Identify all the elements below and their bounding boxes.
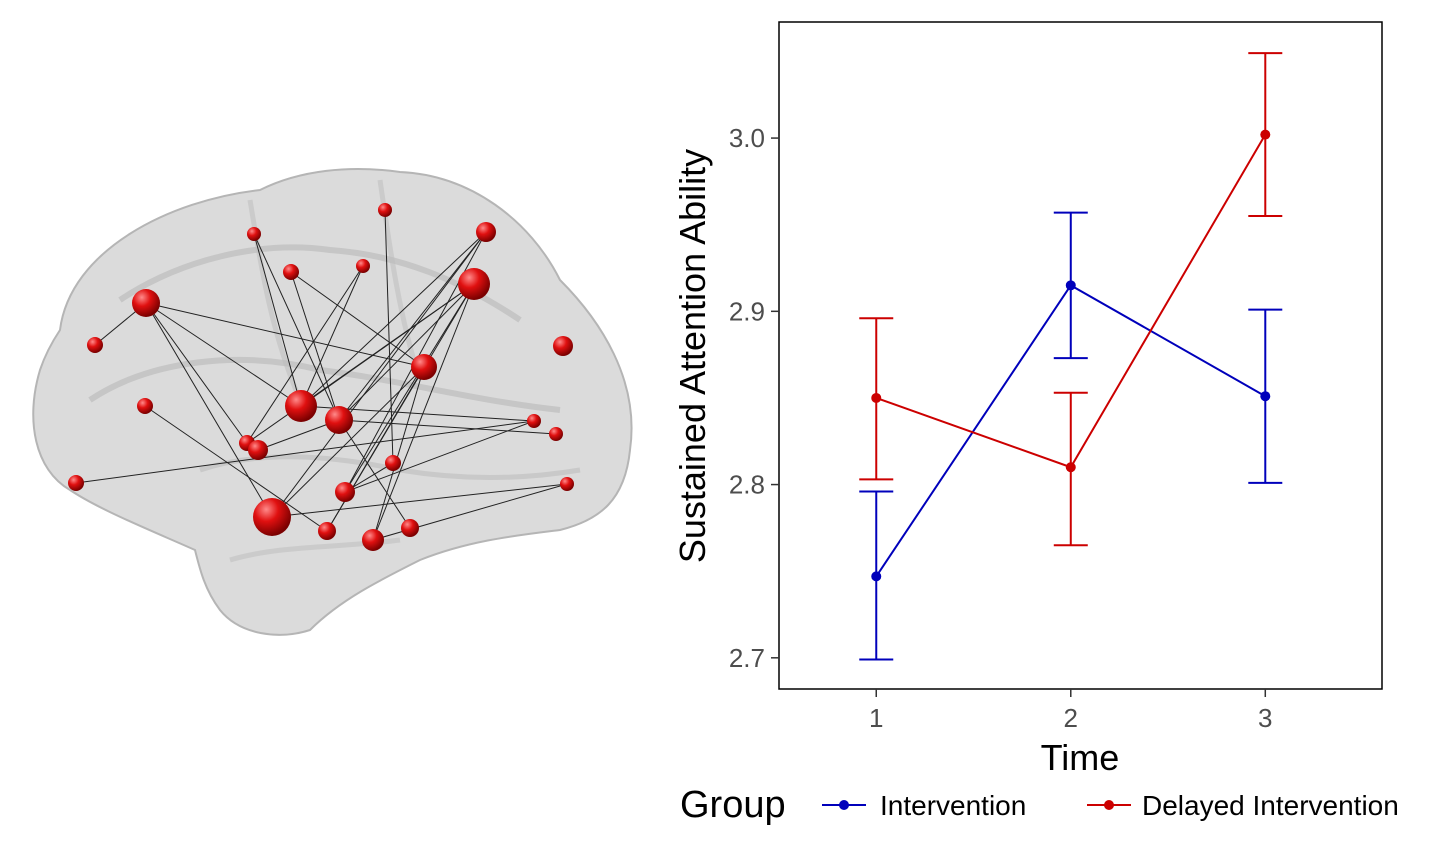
- x-axis-title: Time: [1041, 737, 1120, 778]
- brain-edge: [271, 483, 568, 518]
- legend-key-point: [839, 800, 849, 810]
- legend-items: Intervention Delayed Intervention: [822, 790, 1399, 821]
- x-tick-label: 1: [869, 703, 883, 733]
- brain-node: [549, 427, 563, 441]
- legend-title: Group: [680, 784, 786, 826]
- brain-edge: [338, 419, 557, 435]
- brain-edge: [246, 283, 475, 444]
- brain-node: [378, 203, 392, 217]
- series-layer: [859, 52, 1283, 661]
- y-axis-title: Sustained Attention Ability: [672, 149, 713, 563]
- brain-edge: [257, 419, 340, 451]
- legend-label: Delayed Intervention: [1142, 790, 1399, 821]
- brain-edge: [145, 302, 302, 407]
- brain-node: [248, 440, 268, 460]
- brain-edge: [271, 231, 487, 518]
- brain-edge: [300, 231, 487, 407]
- brain-node: [385, 455, 401, 471]
- brain-network-illustration: [32, 168, 633, 636]
- legend-item: Delayed Intervention: [1087, 790, 1399, 821]
- brain-edge: [300, 265, 364, 407]
- brain-node: [411, 354, 437, 380]
- brain-node: [87, 337, 103, 353]
- brain-node: [458, 268, 490, 300]
- legend-key-point: [1104, 800, 1114, 810]
- brain-node: [247, 227, 261, 241]
- legend-item: Intervention: [822, 790, 1026, 821]
- data-point: [1260, 129, 1271, 140]
- brain-node: [401, 519, 419, 537]
- y-tick-label: 2.7: [729, 643, 765, 673]
- brain-edge: [338, 283, 475, 421]
- data-point: [871, 392, 882, 403]
- brain-node: [356, 259, 370, 273]
- brain-node: [476, 222, 496, 242]
- x-tick-label: 2: [1064, 703, 1078, 733]
- brain-node: [560, 477, 574, 491]
- y-tick-label: 2.8: [729, 470, 765, 500]
- brain-edge: [145, 302, 248, 444]
- series-1: [859, 52, 1283, 547]
- x-tick-label: 3: [1258, 703, 1272, 733]
- brain-edge: [271, 366, 425, 518]
- brain-edge: [290, 271, 425, 368]
- brain-node: [335, 482, 355, 502]
- data-point: [1260, 391, 1271, 402]
- legend-label: Intervention: [880, 790, 1026, 821]
- brain-node: [253, 498, 291, 536]
- brain-node: [137, 398, 153, 414]
- brain-node: [285, 390, 317, 422]
- brain-edge: [75, 420, 535, 484]
- brain-edge: [145, 302, 273, 518]
- brain-node: [553, 336, 573, 356]
- brain-node: [527, 414, 541, 428]
- brain-node: [283, 264, 299, 280]
- y-axis-ticks: 2.7 2.8 2.9 3.0: [729, 123, 779, 673]
- y-tick-label: 3.0: [729, 123, 765, 153]
- brain-edge: [372, 366, 425, 541]
- brain-edge: [344, 283, 475, 493]
- brain-edge: [145, 302, 425, 368]
- x-axis-ticks: 1 2 3: [869, 689, 1273, 733]
- brain-node: [325, 406, 353, 434]
- brain-connections: [75, 209, 568, 541]
- brain-nodes: [68, 203, 574, 551]
- data-point: [1065, 280, 1076, 291]
- series-0: [859, 211, 1283, 661]
- brain-edge: [246, 265, 364, 444]
- brain-edge: [144, 405, 328, 532]
- brain-edge: [338, 231, 487, 421]
- legend: Group Intervention Delayed Intervention: [680, 784, 1399, 826]
- brain-node: [318, 522, 336, 540]
- brain-node: [132, 289, 160, 317]
- data-point: [871, 571, 882, 582]
- brain-edge: [290, 271, 340, 421]
- brain-edge: [344, 420, 535, 493]
- plot-panel: [778, 21, 1383, 690]
- brain-node: [68, 475, 84, 491]
- brain-edge: [253, 233, 302, 407]
- data-point: [1065, 462, 1076, 473]
- brain-node: [362, 529, 384, 551]
- brain-edge: [326, 366, 425, 532]
- y-tick-label: 2.9: [729, 296, 765, 326]
